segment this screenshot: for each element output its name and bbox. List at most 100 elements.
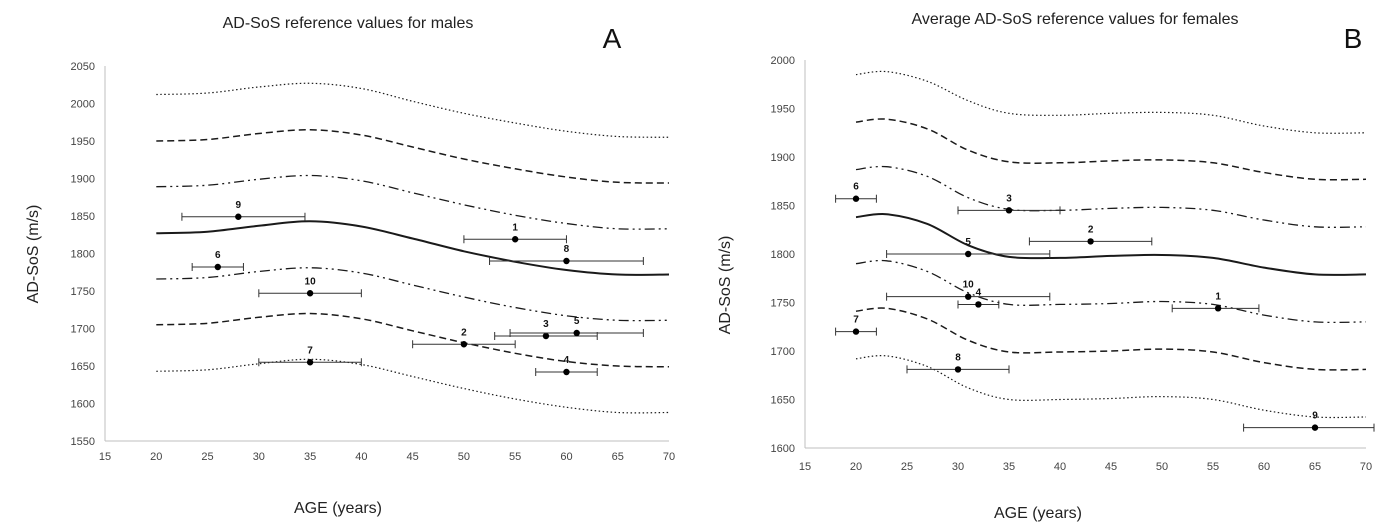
x-tick-label: 45 bbox=[407, 451, 419, 463]
x-tick-label: 55 bbox=[509, 451, 521, 463]
data-point bbox=[1087, 238, 1094, 245]
y-tick-label: 1850 bbox=[71, 211, 95, 223]
data-point-label: 7 bbox=[853, 315, 859, 326]
chart-a-xlabel: AGE (years) bbox=[294, 500, 382, 517]
data-point-label: 10 bbox=[963, 280, 975, 291]
data-point-label: 8 bbox=[564, 244, 570, 255]
data-point-label: 3 bbox=[1006, 193, 1012, 204]
data-point bbox=[542, 332, 550, 340]
chart-b-xlabel: AGE (years) bbox=[994, 505, 1082, 522]
x-tick-label: 30 bbox=[253, 451, 265, 463]
y-tick-label: 1700 bbox=[771, 346, 795, 358]
x-tick-label: 45 bbox=[1105, 461, 1117, 473]
data-point bbox=[965, 250, 972, 258]
y-tick-label: 1750 bbox=[771, 298, 795, 310]
reference-curve-dashdotdot bbox=[855, 165, 1367, 228]
data-point-label: 10 bbox=[305, 276, 317, 287]
chart-a-panel-letter: A bbox=[603, 23, 622, 54]
data-point bbox=[306, 290, 314, 297]
chart-b-ylabel: AD-SoS (m/s) bbox=[717, 236, 734, 335]
data-point bbox=[1005, 207, 1013, 214]
data-point bbox=[511, 236, 519, 243]
data-point-label: 1 bbox=[1215, 291, 1221, 302]
x-tick-label: 70 bbox=[663, 451, 675, 463]
chart-a-plot-area: 1550160016501700175018001850190019502000… bbox=[71, 61, 676, 463]
y-tick-label: 1550 bbox=[71, 436, 95, 448]
y-tick-label: 1800 bbox=[771, 249, 795, 261]
x-tick-label: 15 bbox=[99, 451, 111, 463]
x-tick-label: 15 bbox=[799, 461, 811, 473]
chart-a-svg: AD-SoS reference values for males A AD-S… bbox=[25, 15, 676, 517]
x-tick-label: 25 bbox=[201, 451, 213, 463]
data-point bbox=[214, 263, 221, 271]
data-point-label: 3 bbox=[543, 319, 549, 330]
y-tick-label: 2050 bbox=[71, 61, 95, 73]
chart-panel-a: AD-SoS reference values for males A AD-S… bbox=[25, 15, 676, 517]
chart-a-title: AD-SoS reference values for males bbox=[223, 15, 474, 32]
y-tick-label: 1600 bbox=[771, 443, 795, 455]
data-point-label: 6 bbox=[853, 182, 859, 193]
data-point bbox=[1214, 305, 1222, 312]
y-tick-label: 1850 bbox=[771, 201, 795, 213]
x-tick-label: 35 bbox=[304, 451, 316, 463]
data-point bbox=[852, 195, 860, 202]
reference-curve-dotted bbox=[156, 82, 670, 138]
data-point bbox=[235, 213, 242, 220]
data-point bbox=[975, 301, 982, 308]
y-tick-label: 1650 bbox=[71, 361, 95, 373]
reference-curve-dashdotdot bbox=[855, 259, 1367, 324]
x-tick-label: 25 bbox=[901, 461, 913, 473]
y-tick-label: 1900 bbox=[71, 174, 95, 186]
x-tick-label: 60 bbox=[560, 451, 572, 463]
y-tick-label: 1750 bbox=[71, 286, 95, 298]
reference-curve-solid bbox=[156, 220, 670, 276]
data-point bbox=[954, 366, 962, 373]
data-point-label: 8 bbox=[955, 352, 961, 363]
x-tick-label: 50 bbox=[1156, 461, 1168, 473]
chart-b-svg: Average AD-SoS reference values for fema… bbox=[717, 11, 1375, 522]
chart-b-panel-letter: B bbox=[1344, 23, 1363, 54]
reference-curve-solid bbox=[855, 212, 1367, 276]
data-point-label: 9 bbox=[236, 200, 242, 211]
reference-curve-dashed bbox=[156, 129, 670, 184]
x-tick-label: 65 bbox=[1309, 461, 1321, 473]
data-point-label: 4 bbox=[976, 287, 982, 298]
y-tick-label: 1950 bbox=[771, 104, 795, 116]
x-tick-label: 65 bbox=[612, 451, 624, 463]
data-point bbox=[563, 257, 570, 265]
y-tick-label: 2000 bbox=[771, 55, 795, 67]
data-point-label: 2 bbox=[1088, 224, 1094, 235]
reference-curve-dashdotdot bbox=[156, 267, 670, 322]
x-tick-label: 40 bbox=[1054, 461, 1066, 473]
y-tick-label: 1800 bbox=[71, 249, 95, 261]
reference-curve-dashdotdot bbox=[156, 174, 670, 230]
x-tick-label: 20 bbox=[150, 451, 162, 463]
reference-curve-dashed bbox=[855, 307, 1367, 371]
x-tick-label: 30 bbox=[952, 461, 964, 473]
reference-curve-dashed bbox=[156, 312, 670, 368]
x-tick-label: 60 bbox=[1258, 461, 1270, 473]
chart-a-ylabel: AD-SoS (m/s) bbox=[25, 205, 42, 304]
data-point-label: 2 bbox=[461, 327, 467, 338]
data-point bbox=[965, 293, 972, 300]
data-point-label: 5 bbox=[574, 316, 580, 327]
x-tick-label: 50 bbox=[458, 451, 470, 463]
x-tick-label: 55 bbox=[1207, 461, 1219, 473]
y-tick-label: 1700 bbox=[71, 324, 95, 336]
data-point-label: 5 bbox=[965, 237, 971, 248]
data-point bbox=[573, 329, 580, 337]
x-tick-label: 35 bbox=[1003, 461, 1015, 473]
x-tick-label: 20 bbox=[850, 461, 862, 473]
y-tick-label: 1650 bbox=[771, 395, 795, 407]
y-tick-label: 2000 bbox=[71, 99, 95, 111]
data-point bbox=[306, 359, 314, 366]
x-tick-label: 70 bbox=[1360, 461, 1372, 473]
data-point bbox=[1311, 424, 1319, 431]
data-point-label: 7 bbox=[307, 345, 313, 356]
y-tick-label: 1950 bbox=[71, 136, 95, 148]
reference-curve-dotted bbox=[855, 70, 1367, 134]
reference-curve-dashed bbox=[855, 118, 1367, 181]
y-tick-label: 1600 bbox=[71, 399, 95, 411]
y-tick-label: 1900 bbox=[771, 152, 795, 164]
